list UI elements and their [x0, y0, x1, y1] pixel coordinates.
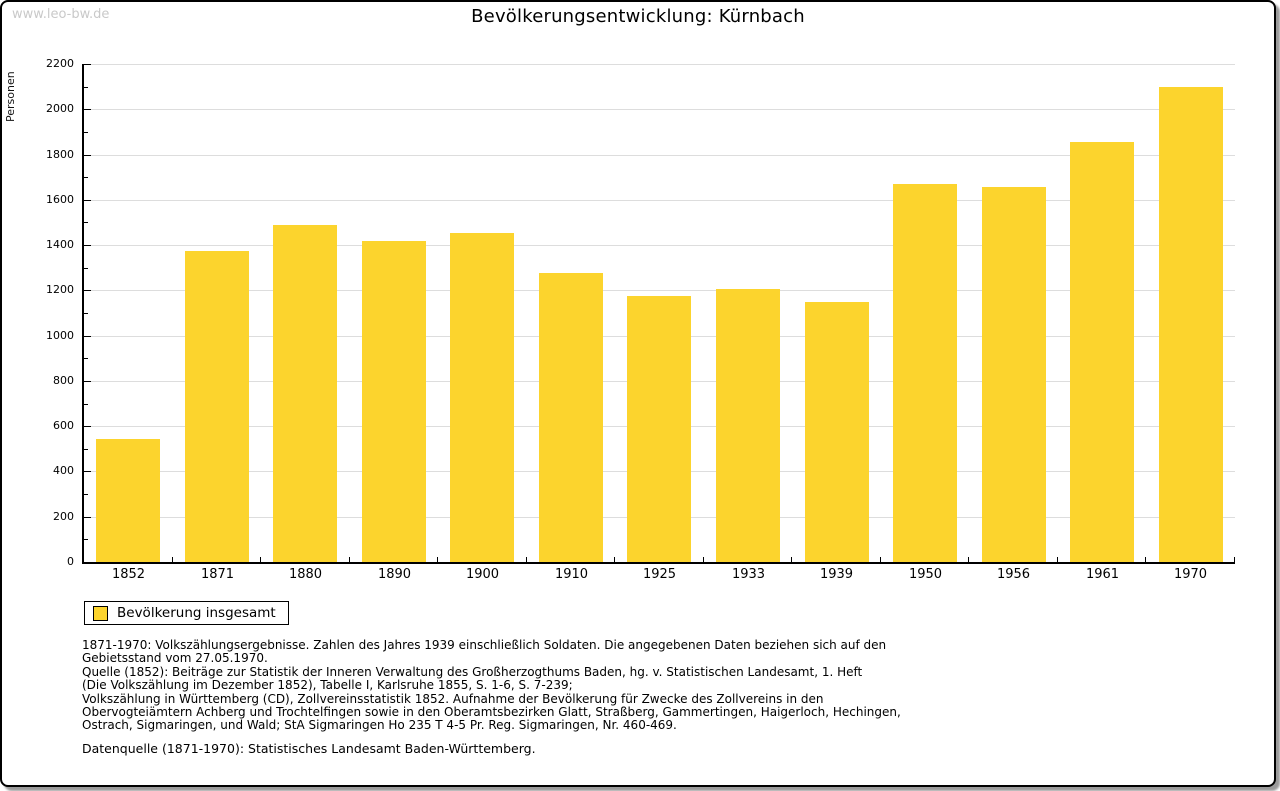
y-tick-label-1200: 1200 [46, 283, 74, 296]
legend-swatch [93, 605, 108, 621]
x-tick-label-1950: 1950 [908, 567, 943, 582]
watermark: www.leo-bw.de [12, 7, 110, 22]
x-tick-label-1939: 1939 [819, 567, 854, 582]
bar-1871 [185, 251, 249, 562]
x-tick-8 [791, 557, 792, 562]
y-minor-tick-900 [84, 358, 88, 359]
y-tick-label-1600: 1600 [46, 193, 74, 206]
x-tick-7 [703, 557, 704, 562]
y-major-tick-1200 [84, 290, 91, 291]
footnote-line-2: Gebietsstand vom 27.05.1970. [82, 651, 268, 666]
y-minor-tick-2100 [84, 87, 88, 88]
y-tick-label-2200: 2200 [46, 57, 74, 70]
x-tick-11 [1057, 557, 1058, 562]
footnote-line-7: Ostrach, Sigmaringen, und Wald; StA Sigm… [82, 718, 677, 733]
y-major-tick-1800 [84, 155, 91, 156]
x-tick-9 [880, 557, 881, 562]
y-major-tick-800 [84, 381, 91, 382]
y-minor-tick-1100 [84, 313, 88, 314]
legend: Bevölkerung insgesamt [84, 601, 289, 625]
y-tick-label-800: 800 [53, 374, 74, 387]
y-major-tick-1000 [84, 336, 91, 337]
bar-1910 [539, 273, 603, 562]
x-tick-label-1890: 1890 [377, 567, 412, 582]
gridline-1800 [84, 155, 1235, 156]
bar-1950 [893, 184, 957, 562]
y-minor-tick-1700 [84, 177, 88, 178]
gridline-1600 [84, 200, 1235, 201]
y-minor-tick-100 [84, 539, 88, 540]
bar-1852 [96, 439, 160, 562]
bar-1961 [1070, 142, 1134, 562]
y-major-tick-2200 [84, 64, 91, 65]
y-tick-label-1000: 1000 [46, 329, 74, 342]
y-minor-tick-300 [84, 494, 88, 495]
y-tick-label-0: 0 [67, 555, 74, 568]
x-tick-label-1900: 1900 [465, 567, 500, 582]
y-tick-label-600: 600 [53, 419, 74, 432]
x-tick-label-1852: 1852 [111, 567, 146, 582]
bar-1933 [716, 289, 780, 562]
y-major-tick-1400 [84, 245, 91, 246]
bar-1925 [627, 296, 691, 562]
x-tick-label-1871: 1871 [200, 567, 235, 582]
gridline-2200 [84, 64, 1235, 65]
footnote-line-4: (Die Volkszählung im Dezember 1852), Tab… [82, 678, 573, 693]
y-tick-label-1400: 1400 [46, 238, 74, 251]
y-minor-tick-1500 [84, 222, 88, 223]
y-minor-tick-700 [84, 404, 88, 405]
x-tick-label-1956: 1956 [996, 567, 1031, 582]
chart-title: Bevölkerungsentwicklung: Kürnbach [471, 6, 805, 27]
bar-1956 [982, 187, 1046, 562]
bar-1890 [362, 241, 426, 562]
x-tick-label-1880: 1880 [288, 567, 323, 582]
x-tick-label-1970: 1970 [1173, 567, 1208, 582]
x-tick-13 [1234, 557, 1235, 562]
x-tick-4 [437, 557, 438, 562]
footnote-line-1: 1871-1970: Volkszählungsergebnisse. Zahl… [82, 638, 887, 652]
bar-1880 [273, 225, 337, 562]
gridline-1200 [84, 290, 1235, 291]
x-tick-5 [526, 557, 527, 562]
x-tick-1 [172, 557, 173, 562]
y-major-tick-400 [84, 471, 91, 472]
y-minor-tick-500 [84, 449, 88, 450]
y-minor-tick-1300 [84, 268, 88, 269]
x-tick-label-1933: 1933 [731, 567, 766, 582]
y-tick-label-200: 200 [53, 510, 74, 523]
footnote-line-5: Volkszählung in Württemberg (CD), Zollve… [82, 691, 824, 706]
x-tick-label-1961: 1961 [1085, 567, 1120, 582]
y-minor-tick-1900 [84, 132, 88, 133]
datasource-note: Datenquelle (1871-1970): Statistisches L… [82, 741, 536, 756]
x-tick-label-1925: 1925 [642, 567, 677, 582]
bar-1970 [1159, 87, 1223, 562]
gridline-1400 [84, 245, 1235, 246]
footnotes: 1871-1970: Volkszählungsergebnisse. Zahl… [82, 638, 901, 733]
x-tick-6 [614, 557, 615, 562]
footnote-line-3: Quelle (1852): Beiträge zur Statistik de… [82, 664, 863, 679]
x-tick-2 [260, 557, 261, 562]
legend-label: Bevölkerung insgesamt [117, 605, 276, 621]
y-major-tick-600 [84, 426, 91, 427]
y-tick-label-1800: 1800 [46, 148, 74, 161]
bar-1939 [805, 302, 869, 562]
gridline-2000 [84, 109, 1235, 110]
bar-1900 [450, 233, 514, 562]
x-tick-12 [1145, 557, 1146, 562]
x-tick-label-1910: 1910 [554, 567, 589, 582]
footnote-line-6: Obervogteiämtern Achberg und Trochtelfin… [82, 705, 901, 720]
x-tick-3 [349, 557, 350, 562]
y-major-tick-1600 [84, 200, 91, 201]
y-major-tick-200 [84, 517, 91, 518]
y-tick-label-400: 400 [53, 464, 74, 477]
plot-area: 1852 1871 1880 1890 1900 1910 1925 1933 1939 1950… [82, 64, 1235, 582]
y-tick-label-2000: 2000 [46, 102, 74, 115]
x-tick-10 [968, 557, 969, 562]
y-major-tick-2000 [84, 109, 91, 110]
